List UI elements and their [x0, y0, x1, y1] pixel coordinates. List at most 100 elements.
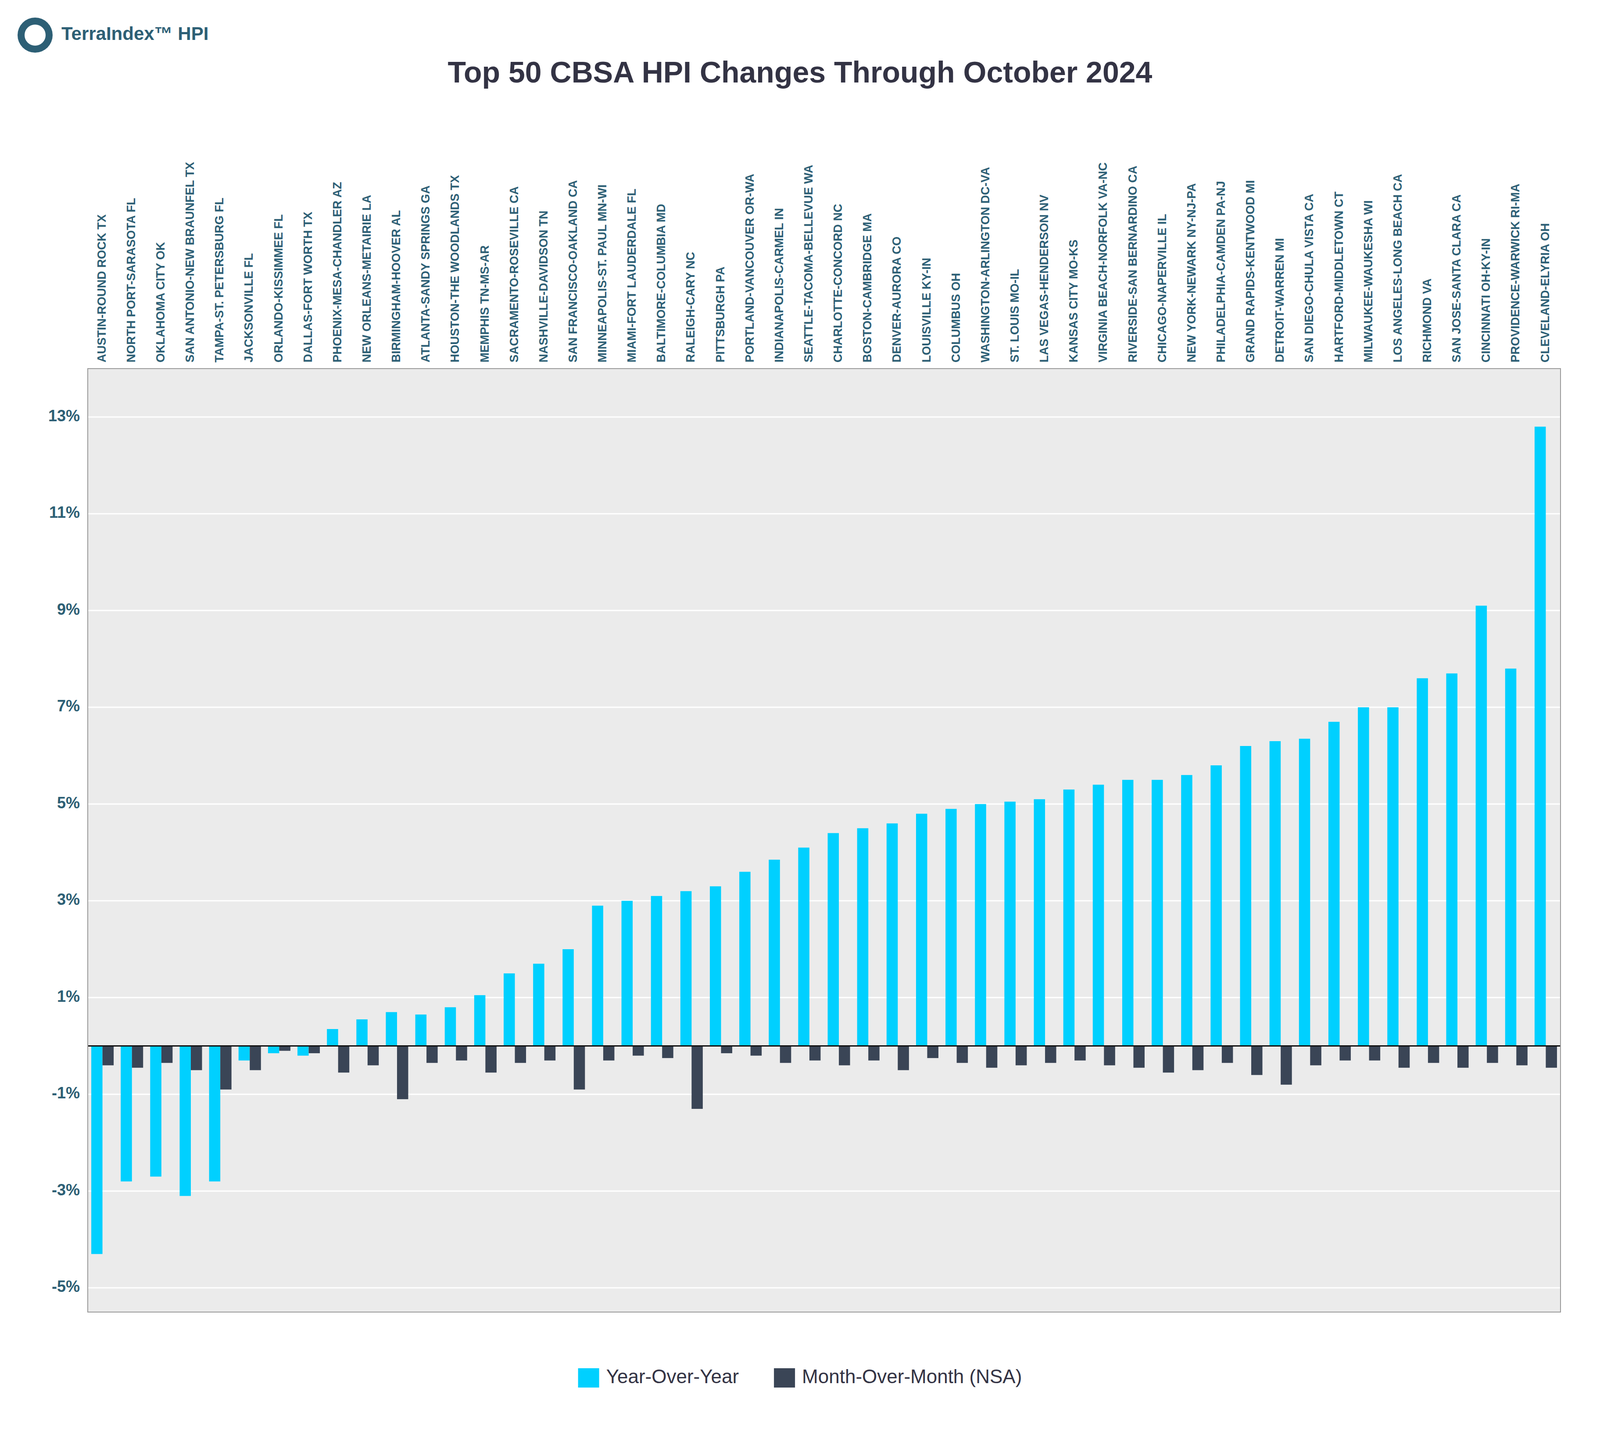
- category-label: SAN FRANCISCO-OAKLAND CA: [566, 180, 580, 363]
- bar: [632, 1045, 645, 1056]
- category-label: INDIANAPOLIS-CARMEL IN: [772, 207, 786, 363]
- category-label: RICHMOND VA: [1420, 278, 1434, 363]
- bar: [485, 1045, 497, 1073]
- category-label: SEATTLE-TACOMA-BELLEVUE WA: [801, 164, 816, 363]
- bar: [691, 1045, 703, 1109]
- category-label: MEMPHIS TN-MS-AR: [478, 245, 492, 363]
- category-label: MIAMI-FORT LAUDERDALE FL: [625, 188, 639, 363]
- bar: [238, 1045, 251, 1061]
- category-label: VIRGINIA BEACH-NORFOLK VA-NC: [1096, 162, 1110, 363]
- bar: [268, 1045, 280, 1054]
- y-tick-label: 13%: [48, 406, 80, 425]
- bar: [780, 1045, 792, 1064]
- bar: [739, 871, 751, 1046]
- category-label: LAS VEGAS-HENDERSON NV: [1037, 194, 1051, 363]
- bar: [308, 1045, 321, 1054]
- category-label: CINCINNATI OH-KY-IN: [1479, 238, 1493, 363]
- legend: Year-Over-YearMonth-Over-Month (NSA): [578, 1365, 1023, 1388]
- category-label: MINNEAPOLIS-ST. PAUL MN-WI: [595, 184, 609, 363]
- annotation: TerraIndex™ HPI: [61, 23, 209, 44]
- grid-line: [87, 512, 1561, 515]
- legend-swatch: [773, 1367, 795, 1388]
- category-label: HARTFORD-MIDDLETOWN CT: [1332, 191, 1346, 363]
- bar: [1328, 721, 1340, 1046]
- category-label: CHARLOTTE-CONCORD NC: [831, 204, 845, 363]
- category-label: DETROIT-WARREN MI: [1273, 238, 1287, 363]
- bar: [603, 1045, 615, 1061]
- bar: [1045, 1045, 1057, 1064]
- bar: [927, 1045, 939, 1059]
- background: [0, 0, 1600, 1456]
- bar: [102, 1045, 115, 1066]
- y-tick-label: -1%: [51, 1083, 80, 1102]
- bar: [190, 1045, 203, 1071]
- bar: [1251, 1045, 1263, 1075]
- y-tick-label: 1%: [57, 987, 80, 1006]
- bar: [297, 1045, 309, 1056]
- category-label: ATLANTA-SANDY SPRINGS GA: [418, 185, 433, 363]
- bar: [1163, 1045, 1175, 1073]
- category-label: PHILADELPHIA-CAMDEN PA-NJ: [1214, 180, 1228, 363]
- bar: [1074, 1045, 1086, 1061]
- bar: [956, 1045, 969, 1064]
- title: Top 50 CBSA HPI Changes Through October …: [447, 55, 1153, 89]
- bar: [621, 900, 634, 1046]
- category-label: DALLAS-FORT WORTH TX: [301, 211, 315, 363]
- bar: [1192, 1045, 1204, 1071]
- bar: [1063, 789, 1075, 1046]
- legend-label: Month-Over-Month (NSA): [801, 1365, 1022, 1387]
- category-label: NEW ORLEANS-METAIRIE LA: [360, 194, 374, 363]
- y-tick-label: 9%: [57, 600, 80, 619]
- bar: [515, 1045, 527, 1064]
- bar: [444, 1006, 457, 1046]
- category-label: NORTH PORT-SARASOTA FL: [124, 197, 138, 363]
- bar: [1269, 740, 1282, 1046]
- category-label: BIRMINGHAM-HOOVER AL: [389, 210, 403, 363]
- category-label: LOUISVILLE KY-IN: [919, 257, 934, 363]
- plot-frame: [87, 368, 1561, 1312]
- bar: [1133, 1045, 1145, 1068]
- bar: [367, 1045, 380, 1066]
- category-label: HOUSTON-THE WOODLANDS TX: [448, 175, 462, 363]
- bar: [279, 1045, 291, 1051]
- bar: [356, 1019, 368, 1046]
- bars: [91, 426, 1558, 1254]
- bar: [1505, 668, 1517, 1046]
- category-label: TAMPA-ST. PETERSBURG FL: [212, 197, 226, 363]
- bar: [544, 1045, 556, 1061]
- bar: [1103, 1045, 1116, 1066]
- logo: [17, 17, 53, 53]
- category-label: RIVERSIDE-SAN BERNARDINO CA: [1126, 165, 1140, 363]
- bar: [1151, 779, 1164, 1046]
- plot-background: [87, 368, 1561, 1312]
- category-label: SACRAMENTO-ROSEVILLE CA: [507, 186, 521, 363]
- bar: [974, 803, 987, 1046]
- bar: [338, 1045, 350, 1073]
- category-label: PROVIDENCE-WARWICK RI-MA: [1508, 183, 1522, 363]
- category-label: GRAND RAPIDS-KENTWOOD MI: [1243, 180, 1257, 363]
- category-label: SAN JOSE-SANTA CLARA CA: [1449, 194, 1464, 363]
- bar: [220, 1045, 232, 1090]
- bar: [709, 886, 722, 1046]
- bar: [1534, 426, 1547, 1046]
- bar: [1398, 1045, 1411, 1068]
- bar: [1122, 779, 1134, 1046]
- bar: [651, 895, 663, 1046]
- bar: [1428, 1045, 1440, 1064]
- bar: [721, 1045, 733, 1054]
- category-label: KANSAS CITY MO-KS: [1066, 239, 1081, 363]
- bar: [1486, 1045, 1499, 1064]
- bar: [868, 1045, 880, 1061]
- bar: [897, 1045, 910, 1071]
- category-label: NEW YORK-NEWARK NY-NJ-PA: [1184, 182, 1199, 363]
- category-label: BALTIMORE-COLUMBIA MD: [654, 204, 668, 363]
- bar: [455, 1045, 468, 1061]
- category-label: RALEIGH-CARY NC: [683, 251, 698, 363]
- bar: [591, 905, 604, 1046]
- bar: [1092, 784, 1105, 1046]
- bar: [1457, 1045, 1469, 1068]
- grid-line: [87, 609, 1561, 612]
- bar: [91, 1045, 103, 1254]
- bar: [1280, 1045, 1293, 1085]
- y-tick-label: 7%: [57, 696, 80, 715]
